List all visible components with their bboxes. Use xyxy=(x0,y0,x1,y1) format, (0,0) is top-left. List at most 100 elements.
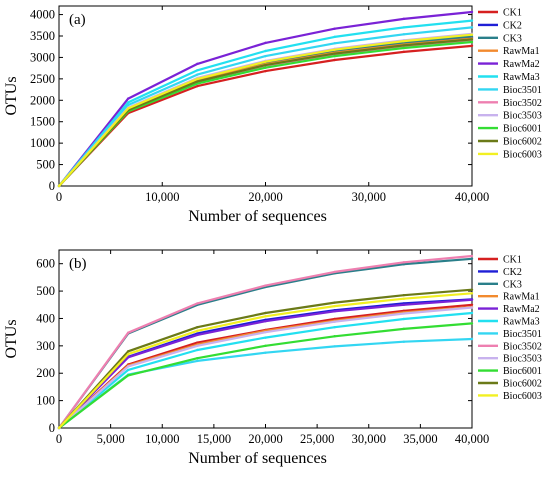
data-point xyxy=(470,337,474,341)
x-axis-label: Number of sequences xyxy=(188,450,327,467)
data-point xyxy=(264,344,267,348)
data-point xyxy=(470,292,474,295)
data-point xyxy=(333,42,336,45)
data-point xyxy=(57,184,61,188)
data-point xyxy=(126,331,130,334)
data-point xyxy=(264,54,267,58)
y-tick-label: 2000 xyxy=(30,93,55,107)
data-point xyxy=(196,348,199,352)
data-point xyxy=(402,263,406,266)
y-tick-label: 200 xyxy=(36,366,55,380)
data-point xyxy=(470,40,474,44)
y-tick-label: 600 xyxy=(36,257,55,271)
legend-entry: RawMa3 xyxy=(503,317,540,328)
data-point xyxy=(126,365,130,368)
plot-frame xyxy=(58,249,473,429)
data-point xyxy=(402,50,406,54)
x-tick-label: 20,000 xyxy=(248,432,282,446)
data-point xyxy=(264,284,267,287)
data-point xyxy=(470,10,474,14)
x-axis-label: Number of sequences xyxy=(188,208,327,225)
data-point xyxy=(126,97,130,100)
legend-entry: CK1 xyxy=(503,8,522,19)
legend-entry: Bioc3501 xyxy=(503,329,542,340)
y-axis-label: OTUs xyxy=(3,319,20,358)
data-point xyxy=(196,62,199,66)
legend-entry: Bioc6002 xyxy=(503,137,542,148)
data-point xyxy=(470,298,474,302)
y-tick-label: 400 xyxy=(36,311,55,325)
data-point xyxy=(402,317,406,321)
legend-entry: CK3 xyxy=(503,279,522,290)
legend-entry: RawMa2 xyxy=(503,304,540,315)
data-point xyxy=(264,315,267,318)
x-tick-label: 40,000 xyxy=(455,432,489,446)
data-point xyxy=(126,350,130,353)
legend-entry: RawMa2 xyxy=(503,59,540,70)
series-line-ck1 xyxy=(58,303,473,429)
panel-b-chart: 0 5,000 10,000 15,000 20,000 25,000 30,000 35,0… xyxy=(3,249,542,467)
data-point xyxy=(402,46,406,50)
y-tick-label: 500 xyxy=(36,284,55,298)
x-tick-label: 15,000 xyxy=(197,432,231,446)
y-tick-label: 500 xyxy=(36,158,55,172)
x-tick-label: 10,000 xyxy=(145,190,179,204)
data-point xyxy=(333,48,336,51)
panel-label: (b) xyxy=(69,256,87,272)
data-point xyxy=(196,333,199,337)
panel-label: (a) xyxy=(69,12,86,28)
data-point xyxy=(333,320,336,323)
data-point xyxy=(196,329,199,332)
data-point xyxy=(470,38,474,41)
data-point xyxy=(333,54,336,58)
data-point xyxy=(402,33,406,36)
data-point xyxy=(264,63,267,67)
data-point xyxy=(470,257,474,260)
y-tick-label: 3000 xyxy=(30,50,55,64)
data-point xyxy=(402,17,406,21)
data-point xyxy=(333,304,336,308)
y-axis-label: OTUs xyxy=(3,76,20,115)
legend-entry: Bioc6001 xyxy=(503,366,542,377)
legend-entry: Bioc3503 xyxy=(503,111,542,122)
data-point xyxy=(470,303,474,306)
data-point xyxy=(402,297,406,300)
series-line-rawma1 xyxy=(58,305,473,429)
data-point xyxy=(196,69,199,72)
data-point xyxy=(470,44,474,48)
legend-entry: Bioc6003 xyxy=(503,391,542,402)
data-point xyxy=(196,77,199,81)
data-point xyxy=(264,66,267,69)
x-tick-label: 30,000 xyxy=(352,190,386,204)
legend-entry: RawMa3 xyxy=(503,72,540,83)
data-point xyxy=(126,356,130,359)
data-point xyxy=(196,80,199,83)
data-point xyxy=(402,340,406,343)
data-point xyxy=(402,312,406,315)
x-tick-label: 0 xyxy=(56,190,62,204)
x-tick-label: 10,000 xyxy=(145,432,179,446)
data-point xyxy=(264,60,267,63)
y-tick-label: 300 xyxy=(36,339,55,353)
data-point xyxy=(196,344,199,348)
data-point xyxy=(126,374,130,377)
data-point xyxy=(470,306,474,309)
data-point xyxy=(402,26,406,29)
data-point xyxy=(470,288,474,291)
data-point xyxy=(333,335,336,338)
x-tick-label: 35,000 xyxy=(403,432,437,446)
data-point xyxy=(470,311,474,315)
legend-entry: Bioc6003 xyxy=(503,149,542,160)
data-point xyxy=(126,107,130,110)
legend-entry: CK2 xyxy=(503,267,522,278)
data-point xyxy=(402,303,406,306)
y-tick-label: 1500 xyxy=(30,115,55,129)
data-point xyxy=(264,330,267,334)
data-point xyxy=(470,26,474,29)
y-tick-label: 2500 xyxy=(30,72,55,86)
data-point xyxy=(196,73,199,76)
legend-entry: Bioc3501 xyxy=(503,85,542,96)
data-point xyxy=(333,58,336,62)
data-point xyxy=(126,101,130,104)
